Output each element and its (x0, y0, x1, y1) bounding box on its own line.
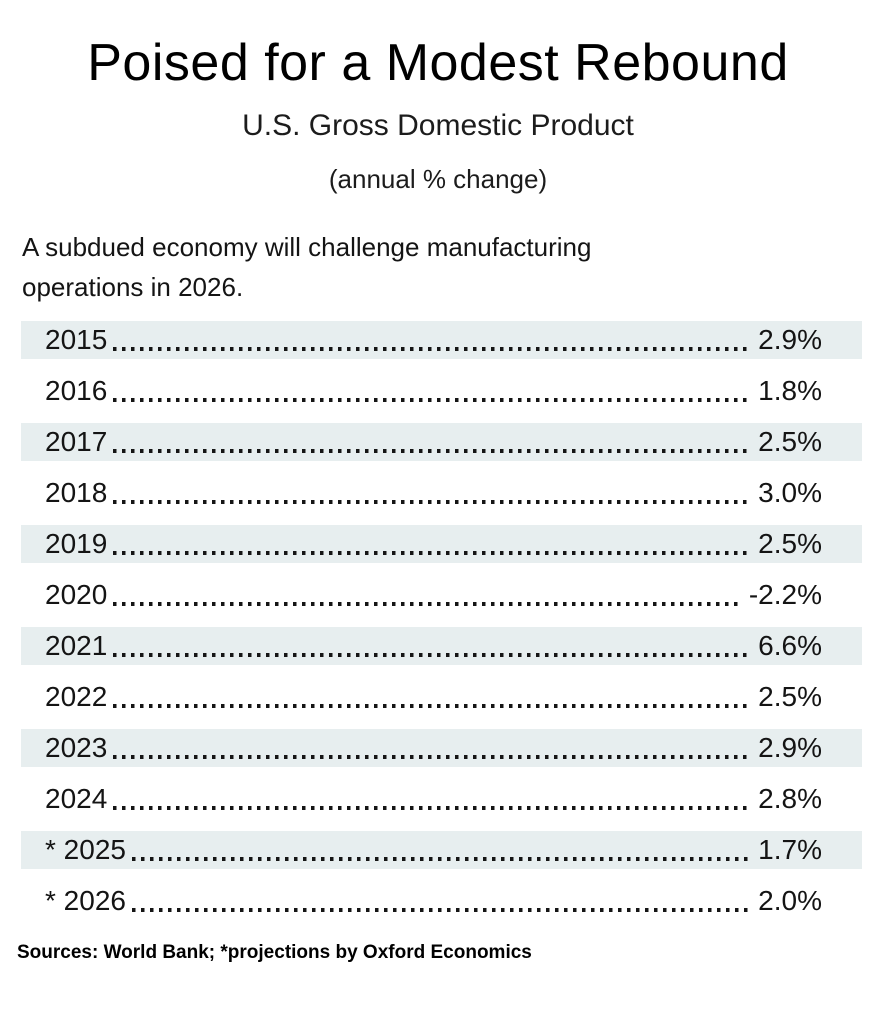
row-year: 2021 (45, 629, 108, 661)
row-value: 2.9% (758, 731, 822, 763)
row-value: 3.0% (758, 476, 822, 508)
table-row: 2024 2.8% (21, 780, 862, 818)
row-value: 2.8% (758, 782, 822, 814)
intro-line-1: A subdued economy will challenge manufac… (22, 231, 592, 262)
gdp-table: 2015 2.9% 2016 1.8% 2017 2.5% 2018 3.0% … (21, 320, 862, 920)
chart-unit-caption: (annual % change) (328, 163, 548, 194)
row-year: 2016 (45, 374, 108, 406)
table-row: * 2025 1.7% (21, 830, 862, 869)
dot-leader (131, 856, 753, 861)
row-value: 6.6% (758, 629, 822, 661)
row-year: 2018 (45, 476, 108, 508)
row-year: 2019 (45, 527, 108, 559)
dot-leader (113, 805, 753, 810)
table-row: 2023 2.9% (21, 728, 862, 767)
row-value: 2.0% (758, 884, 822, 916)
row-value: 1.7% (758, 833, 822, 865)
gdp-infographic: Poised for a Modest Rebound U.S. Gross D… (0, 34, 876, 964)
source-note: Sources: World Bank; *projections by Oxf… (17, 941, 532, 963)
row-year: * 2025 (45, 833, 126, 865)
dot-leader (113, 397, 753, 402)
dot-leader (113, 754, 753, 759)
dot-leader (113, 550, 753, 555)
table-row: 2017 2.5% (21, 422, 862, 461)
table-row: 2015 2.9% (21, 320, 862, 359)
dot-leader (113, 601, 743, 606)
page-title: Poised for a Modest Rebound (87, 34, 789, 92)
table-row: 2016 1.8% (21, 372, 862, 410)
row-year: 2020 (45, 578, 108, 610)
table-row: 2020 -2.2% (21, 576, 862, 614)
dot-leader (113, 499, 753, 504)
row-value: 2.5% (758, 680, 822, 712)
row-year: 2023 (45, 731, 108, 763)
dot-leader (113, 346, 753, 351)
table-row: 2021 6.6% (21, 626, 862, 665)
row-year: 2024 (45, 782, 108, 814)
row-value: 2.5% (758, 527, 822, 559)
row-year: 2017 (45, 425, 108, 457)
row-value: 1.8% (758, 374, 822, 406)
row-value: -2.2% (748, 578, 822, 610)
table-row: 2019 2.5% (21, 524, 862, 563)
chart-subtitle: U.S. Gross Domestic Product (242, 108, 634, 142)
intro-text: A subdued economy will challenge manufac… (22, 227, 876, 307)
intro-line-2: operations in 2026. (22, 271, 244, 302)
table-row: 2018 3.0% (21, 474, 862, 512)
table-row: 2022 2.5% (21, 678, 862, 716)
row-value: 2.5% (758, 425, 822, 457)
row-year: * 2026 (45, 884, 126, 916)
row-year: 2022 (45, 680, 108, 712)
dot-leader (113, 448, 753, 453)
dot-leader (113, 703, 753, 708)
dot-leader (131, 907, 753, 912)
row-year: 2015 (45, 323, 108, 355)
table-row: * 2026 2.0% (21, 882, 862, 920)
row-value: 2.9% (758, 323, 822, 355)
dot-leader (113, 652, 753, 657)
